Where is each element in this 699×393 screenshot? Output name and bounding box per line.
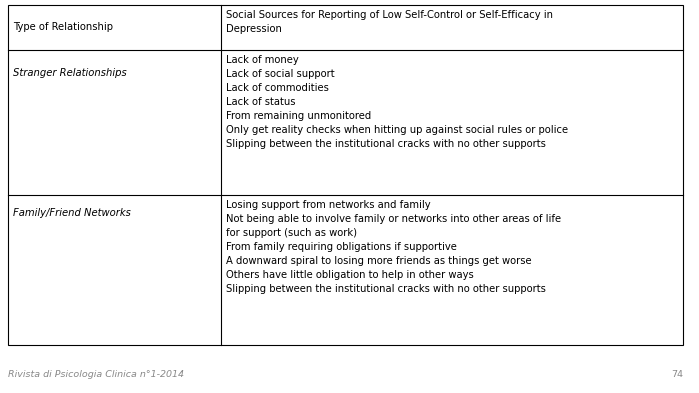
Text: 74: 74 [671,370,683,379]
Text: Type of Relationship: Type of Relationship [13,22,113,33]
Text: Losing support from networks and family
Not being able to involve family or netw: Losing support from networks and family … [226,200,561,294]
Bar [8,5,683,345]
Text: Social Sources for Reporting of Low Self-Control or Self-Efficacy in
Depression: Social Sources for Reporting of Low Self… [226,10,553,34]
Text: Lack of money
Lack of social support
Lack of commodities
Lack of status
From rem: Lack of money Lack of social support Lac… [226,55,568,149]
Text: Rivista di Psicologia Clinica n°1-2014: Rivista di Psicologia Clinica n°1-2014 [8,370,184,379]
Text: Stranger Relationships: Stranger Relationships [13,68,127,78]
Text: Family/Friend Networks: Family/Friend Networks [13,208,131,218]
